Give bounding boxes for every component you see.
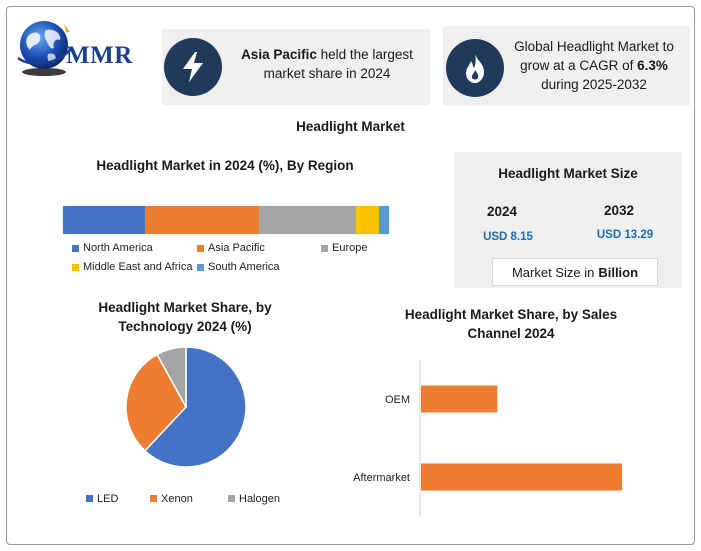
region-segment-north-america [63,206,145,234]
legend-label: Europe [332,242,368,254]
flame-icon [446,39,504,97]
legend-label: North America [83,242,153,254]
region-chart-title: Headlight Market in 2024 (%), By Region [96,158,354,173]
region-segment-south-america [379,206,389,234]
region-highlight-card: Asia Pacific held the largest market sha… [162,29,430,105]
main-title: Headlight Market [296,119,405,134]
legend-label: Middle East and Africa [83,261,193,273]
infographic-frame [6,6,695,545]
region-highlight-text: Asia Pacific held the largest market sha… [241,47,413,81]
cagr-highlight-card: Global Headlight Market to grow at a CAG… [443,26,690,106]
region-stacked-bar [63,206,389,234]
region-segment-asia-pacific [144,206,259,234]
value-2024: USD 8.15 [483,231,533,243]
legend-swatch [197,263,204,271]
value-2032: USD 13.29 [596,229,654,241]
region-legend-item-south-america: South America [197,261,280,273]
region-legend-item-asia-pacific: Asia Pacific [197,242,265,254]
technology-chart-title: Headlight Market Share, by Technology 20… [98,300,272,334]
region-legend-item-north-america: North America [72,242,153,254]
region-segment-europe [258,206,357,234]
market-size-title: Headlight Market Size [498,166,638,181]
globe-icon [17,21,73,76]
legend-label: South America [208,261,280,273]
region-legend-item-middle-east-and-africa: Middle East and Africa [72,261,192,273]
legend-label: Asia Pacific [208,242,265,254]
market-size-unit: Market Size in Billion [492,258,658,286]
year-2032-label: 2032 [603,203,635,218]
legend-swatch [321,244,328,252]
sales-channel-chart-title: Headlight Market Share, by Sales Channel… [404,307,618,341]
year-2024-label: 2024 [486,204,518,219]
logo-text: MMR [66,42,133,69]
market-size-card: Headlight Market Size 2024 USD 8.15 2032… [454,152,682,288]
lightning-icon [164,38,222,96]
mmr-logo: MMR [14,18,149,80]
legend-swatch [72,263,79,271]
region-segment-middle-east-and-africa [356,206,380,234]
legend-swatch [197,244,204,252]
cagr-highlight-text: Global Headlight Market to grow at a CAG… [514,39,674,92]
region-legend-item-europe: Europe [321,242,367,254]
legend-swatch [72,244,79,252]
